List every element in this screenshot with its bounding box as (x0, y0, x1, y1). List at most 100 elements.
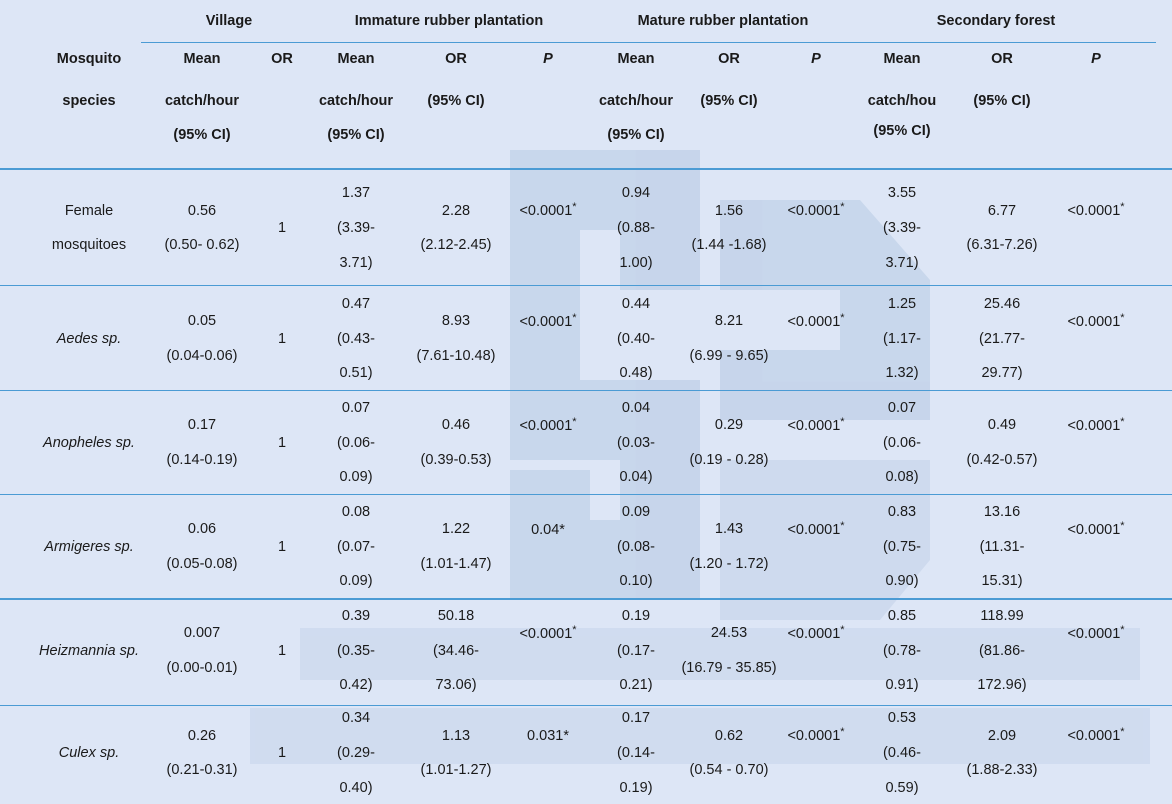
row3-mature-p: <0.0001* (787, 520, 844, 540)
row5-mature-p: <0.0001* (787, 726, 844, 746)
row1-secondary-p-text: <0.0001 (1067, 314, 1121, 330)
row4-secondary-mean-line2: (0.78- (883, 643, 921, 659)
row1-secondary-p: <0.0001* (1067, 312, 1124, 332)
row0-village-or-line1: 1 (277, 220, 287, 236)
row3-species-line1: Armigeres sp. (44, 539, 134, 555)
row3-secondary-mean-line2: (0.75- (883, 539, 921, 555)
row5-secondary-p: <0.0001* (1067, 726, 1125, 746)
row-divider (0, 494, 1172, 495)
row5-secondary-p-sup: * (1120, 726, 1125, 738)
row0-secondary-mean-line2: (3.39- (883, 220, 921, 236)
row3-secondary-mean-line1: 0.83 (887, 504, 917, 520)
header-i-p: P (543, 51, 553, 67)
row0-immature-mean-line2: (3.39- (337, 220, 375, 236)
row1-immature-p: <0.0001* (519, 312, 577, 332)
row1-mature-mean-line1: 0.44 (621, 296, 651, 312)
header-m-p: P (811, 51, 821, 67)
row1-secondary-or-line2: (21.77- (979, 331, 1025, 347)
row3-immature-p-text: 0.04* (531, 522, 565, 538)
header-i-or-1: OR (445, 51, 467, 67)
row4-mature-or-line1: 24.53 (710, 625, 748, 641)
header-v-mean-1: Mean (183, 51, 221, 67)
row2-mature-or-line2: (0.19 - 0.28) (689, 452, 769, 468)
header-m-or-1: OR (718, 51, 740, 67)
row1-secondary-or-line3: 29.77) (981, 365, 1023, 381)
row0-immature-p: <0.0001* (519, 201, 577, 221)
row2-mature-p-text: <0.0001 (787, 418, 841, 434)
header-bottom-rule (0, 168, 1172, 170)
row1-immature-mean-line1: 0.47 (341, 296, 371, 312)
header-i-mean-3: (95% CI) (327, 127, 385, 143)
row-divider (0, 598, 1172, 600)
row5-immature-or-line2: (1.01-1.27) (420, 762, 492, 778)
row0-immature-p-sup: * (572, 201, 577, 213)
header-s-mean-1: Mean (883, 51, 921, 67)
row2-mature-mean-line1: 0.04 (621, 400, 651, 416)
row4-immature-or-line3: 73.06) (435, 677, 477, 693)
row5-secondary-mean-line2: (0.46- (883, 745, 921, 761)
row3-village-or-line1: 1 (277, 539, 287, 555)
row2-village-or-line1: 1 (277, 435, 287, 451)
row2-immature-mean-line1: 0.07 (341, 400, 371, 416)
row2-mature-mean-line3: 0.04) (619, 469, 653, 485)
row2-secondary-mean-line2: (0.06- (883, 435, 921, 451)
row2-secondary-p-sup: * (1120, 416, 1125, 428)
row0-secondary-mean-line3: 3.71) (885, 255, 919, 271)
row4-immature-or-line1: 50.18 (437, 608, 475, 624)
row1-species-line1: Aedes sp. (56, 331, 122, 347)
row2-immature-p-text: <0.0001 (519, 418, 573, 434)
row5-immature-mean-line3: 0.40) (339, 780, 373, 796)
row3-immature-mean-line1: 0.08 (341, 504, 371, 520)
row0-mature-or-line1: 1.56 (714, 203, 744, 219)
row5-village-or-line1: 1 (277, 745, 287, 761)
row5-species-line1: Culex sp. (58, 745, 120, 761)
row2-immature-mean-line3: 0.09) (339, 469, 373, 485)
row1-immature-mean-line2: (0.43- (337, 331, 375, 347)
row5-immature-mean-line2: (0.29- (337, 745, 375, 761)
row5-mature-mean-line3: 0.19) (619, 780, 653, 796)
row3-secondary-or-line1: 13.16 (983, 504, 1021, 520)
row3-mature-p-text: <0.0001 (787, 522, 841, 538)
row1-secondary-mean-line2: (1.17- (883, 331, 921, 347)
row4-mature-mean-line3: 0.21) (619, 677, 653, 693)
row2-immature-p-sup: * (572, 416, 577, 428)
header-s-or-2: (95% CI) (973, 93, 1031, 109)
row1-mature-p: <0.0001* (787, 312, 844, 332)
row0-species-line2: mosquitoes (51, 237, 127, 253)
row1-mature-or-line1: 8.21 (714, 313, 744, 329)
row3-mature-mean-line2: (0.08- (617, 539, 655, 555)
row3-secondary-p: <0.0001* (1067, 520, 1124, 540)
row1-mature-mean-line2: (0.40- (617, 331, 655, 347)
row1-mature-p-text: <0.0001 (787, 314, 841, 330)
row5-immature-p-text: 0.031* (527, 728, 569, 744)
row4-village-or-line1: 1 (277, 643, 287, 659)
row5-immature-or-line1: 1.13 (441, 728, 471, 744)
row2-species-line1: Anopheles sp. (43, 435, 135, 451)
row4-immature-mean-line2: (0.35- (337, 643, 375, 659)
row1-village-or-line1: 1 (277, 331, 287, 347)
row0-mature-p: <0.0001* (787, 201, 844, 221)
row4-immature-p-text: <0.0001 (519, 626, 573, 642)
row3-secondary-or-line3: 15.31) (981, 573, 1023, 589)
row1-secondary-mean-line3: 1.32) (885, 365, 919, 381)
row4-secondary-p: <0.0001* (1067, 624, 1124, 644)
row1-immature-or-line2: (7.61-10.48) (416, 348, 496, 364)
row4-mature-or-line2: (16.79 - 35.85) (681, 660, 777, 676)
row1-secondary-or-line1: 25.46 (983, 296, 1021, 312)
row4-immature-p-sup: * (572, 624, 577, 636)
header-divider (141, 42, 1156, 43)
row4-village-mean-line2: (0.00-0.01) (166, 660, 238, 676)
row5-secondary-or-line2: (1.88-2.33) (966, 762, 1038, 778)
row3-secondary-or-line2: (11.31- (979, 539, 1025, 555)
header-v-mean-3: (95% CI) (173, 127, 231, 143)
row1-immature-p-sup: * (572, 312, 577, 324)
header-i-or-2: (95% CI) (427, 93, 485, 109)
header-species-line2: species (62, 93, 116, 109)
row0-mature-p-text: <0.0001 (787, 203, 841, 219)
row5-village-mean-line1: 0.26 (187, 728, 217, 744)
row3-mature-mean-line1: 0.09 (621, 504, 651, 520)
row0-mature-mean-line2: (0.88- (617, 220, 655, 236)
row4-mature-p: <0.0001* (787, 624, 844, 644)
header-m-mean-3: (95% CI) (607, 127, 665, 143)
